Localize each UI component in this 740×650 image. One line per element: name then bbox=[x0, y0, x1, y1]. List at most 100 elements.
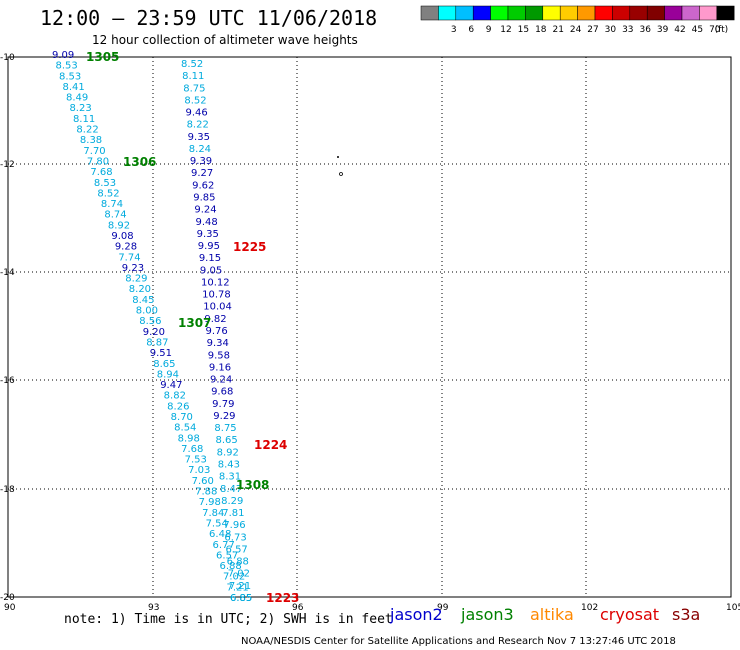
legend-swatch bbox=[490, 5, 509, 21]
legend-swatch bbox=[699, 5, 718, 21]
track-right-value: 9.46 bbox=[185, 108, 207, 119]
legend-label: 24 bbox=[570, 25, 582, 35]
map-frame bbox=[7, 56, 732, 598]
track-left-value: 7.60 bbox=[192, 476, 214, 487]
track-left-value: 9.51 bbox=[150, 348, 172, 359]
track-right-value: 9.76 bbox=[206, 326, 228, 337]
track-right-value: 9.05 bbox=[200, 265, 222, 276]
track-right-value: 8.11 bbox=[182, 71, 204, 82]
legend-swatch bbox=[507, 5, 526, 21]
legend-label: 3 bbox=[451, 25, 457, 35]
track-right-value: 10.12 bbox=[201, 277, 230, 288]
legend-swatch bbox=[525, 5, 544, 21]
track-left-value: 8.26 bbox=[167, 401, 189, 412]
track-left-value: 7.53 bbox=[185, 455, 207, 466]
track-left-value: 9.28 bbox=[115, 242, 137, 253]
track-right-value: 7.96 bbox=[223, 520, 245, 531]
track-right-value: 8.52 bbox=[181, 59, 203, 70]
track-right-value: 8.75 bbox=[183, 83, 205, 94]
track-left-value: 7.68 bbox=[90, 167, 112, 178]
track-left-value: 9.08 bbox=[111, 231, 133, 242]
track-right-value: 8.43 bbox=[218, 460, 240, 471]
pass-label: 1305 bbox=[86, 50, 119, 64]
track-left-value: 8.87 bbox=[146, 337, 168, 348]
data-dot bbox=[337, 156, 339, 158]
track-left-value: 8.11 bbox=[73, 114, 95, 125]
legend-swatch bbox=[664, 5, 683, 21]
track-left-value: 8.53 bbox=[59, 71, 81, 82]
track-right-value: 9.85 bbox=[193, 193, 215, 204]
lat-label: -18 bbox=[0, 485, 15, 495]
pass-label: 1308 bbox=[236, 478, 269, 492]
legend-label: 15 bbox=[518, 25, 529, 35]
track-right-value: 8.92 bbox=[217, 447, 239, 458]
track-left-value: 7.80 bbox=[87, 156, 109, 167]
track-right-value: 6.88 bbox=[227, 557, 249, 568]
lat-label: -10 bbox=[0, 53, 15, 63]
track-right-value: 9.82 bbox=[204, 314, 226, 325]
track-left-value: 6.85 bbox=[230, 593, 252, 604]
track-right-value: 8.75 bbox=[214, 423, 236, 434]
track-right-value: 7.81 bbox=[222, 508, 244, 519]
footer-credit: NOAA/NESDIS Center for Satellite Applica… bbox=[241, 636, 676, 647]
track-left-value: 9.23 bbox=[122, 263, 144, 274]
legend-label: 42 bbox=[674, 25, 685, 35]
color-legend: 3 6 9 12 15 18 21 24 27 30 33 36 39 42 45 70(ft) bbox=[420, 5, 735, 35]
legend-label: 45 bbox=[692, 25, 703, 35]
legend-swatch bbox=[594, 5, 613, 21]
lon-label: 93 bbox=[148, 603, 159, 613]
legend-swatch bbox=[646, 5, 665, 21]
track-left-value: 6.77 bbox=[213, 540, 235, 551]
track-left-value: 7.70 bbox=[83, 146, 105, 157]
track-left-value: 8.52 bbox=[97, 188, 119, 199]
legend-label: 30 bbox=[605, 25, 617, 35]
legend-swatch bbox=[577, 5, 596, 21]
track-right-value: 10.78 bbox=[202, 290, 231, 301]
legend-swatch bbox=[559, 5, 578, 21]
track-left-value: 7.03 bbox=[188, 465, 210, 476]
satellite-name: s3a bbox=[672, 605, 701, 624]
track-left-value: 8.00 bbox=[136, 306, 158, 317]
legend-swatch bbox=[472, 5, 491, 21]
track-left-value: 8.92 bbox=[108, 220, 130, 231]
legend-label: 27 bbox=[587, 25, 598, 35]
track-left-value: 8.53 bbox=[94, 178, 116, 189]
lat-lon-grid bbox=[7, 56, 732, 598]
track-right-value: 9.34 bbox=[207, 338, 229, 349]
legend-label: 21 bbox=[552, 25, 563, 35]
track-right-value: 9.95 bbox=[198, 241, 220, 252]
track-right-value: 9.35 bbox=[197, 229, 219, 240]
legend-label: 9 bbox=[486, 25, 492, 35]
legend-swatch bbox=[420, 5, 439, 21]
track-left-value: 6.57 bbox=[216, 550, 238, 561]
track-right-value: 8.65 bbox=[216, 435, 238, 446]
track-left-value: 9.20 bbox=[143, 327, 165, 338]
track-left-value: 8.49 bbox=[66, 93, 88, 104]
legend-label: 70 bbox=[709, 25, 721, 35]
legend-label: 36 bbox=[639, 25, 651, 35]
pass-labels: 1305 1306 1307 1308 1225 1224 1223 bbox=[86, 50, 299, 605]
track-left-value: 7.21 bbox=[227, 582, 249, 593]
lon-label: 99 bbox=[437, 603, 449, 613]
track-right-value: 9.58 bbox=[208, 350, 230, 361]
track-right-value: 10.04 bbox=[203, 302, 232, 313]
track-left-value: 8.94 bbox=[157, 369, 179, 380]
track-left-value: 9.09 bbox=[52, 50, 74, 61]
track-left-value: 7.74 bbox=[118, 252, 140, 263]
small-marks bbox=[337, 156, 343, 176]
satellite-name: cryosat bbox=[600, 605, 660, 624]
track-left-value: 8.82 bbox=[164, 391, 186, 402]
track-left-value: 7.84 bbox=[202, 508, 224, 519]
legend-swatch bbox=[681, 5, 700, 21]
track-right-value: 8.31 bbox=[219, 472, 241, 483]
lat-label: -20 bbox=[0, 593, 15, 603]
track-right-value: 9.48 bbox=[195, 217, 217, 228]
track-right-value: 9.29 bbox=[213, 411, 235, 422]
legend-swatch bbox=[438, 5, 457, 21]
track-right-value: 8.24 bbox=[189, 144, 211, 155]
track-left-value: 7.88 bbox=[195, 487, 217, 498]
lon-label: 96 bbox=[292, 603, 304, 613]
track-left-value: 8.65 bbox=[153, 359, 175, 370]
track-right-value: 9.79 bbox=[212, 399, 234, 410]
